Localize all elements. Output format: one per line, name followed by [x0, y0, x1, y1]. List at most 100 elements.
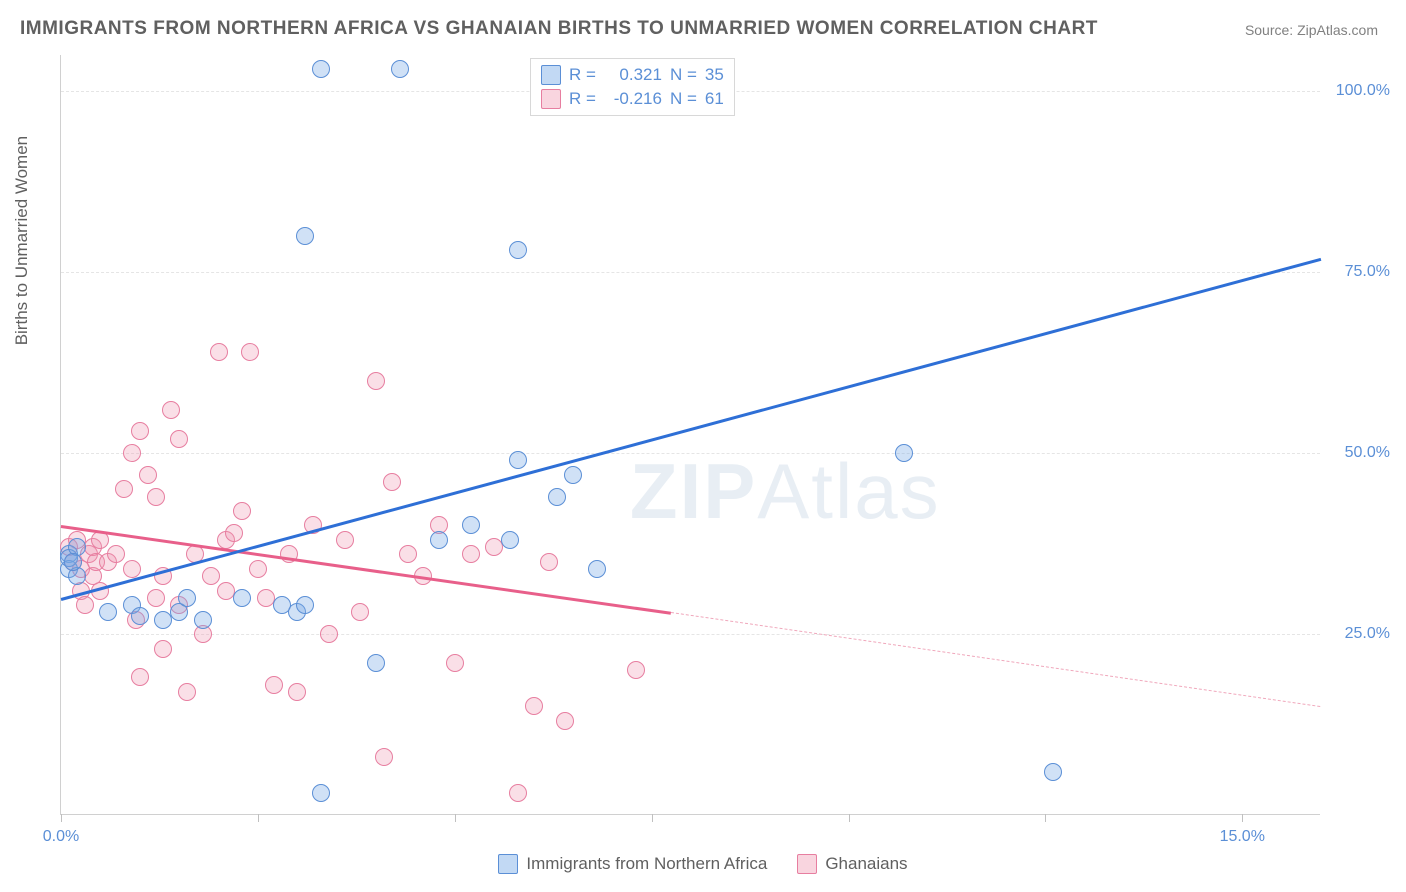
source-prefix: Source: — [1245, 22, 1297, 38]
data-point — [131, 668, 149, 686]
data-point — [99, 603, 117, 621]
swatch-pink-icon — [797, 854, 817, 874]
data-point — [312, 784, 330, 802]
data-point — [139, 466, 157, 484]
data-point — [178, 683, 196, 701]
data-point — [367, 654, 385, 672]
data-point — [351, 603, 369, 621]
xtick — [455, 814, 456, 822]
data-point — [525, 697, 543, 715]
data-point — [588, 560, 606, 578]
data-point — [501, 531, 519, 549]
bottom-legend: Immigrants from Northern Africa Ghanaian… — [0, 854, 1406, 874]
gridline — [61, 272, 1320, 273]
watermark-bold: ZIP — [630, 447, 757, 535]
data-point — [296, 596, 314, 614]
data-point — [233, 502, 251, 520]
ytick-label: 75.0% — [1345, 263, 1390, 281]
data-point — [320, 625, 338, 643]
xtick — [258, 814, 259, 822]
source-credit: Source: ZipAtlas.com — [1245, 22, 1378, 38]
xtick-label: 15.0% — [1220, 828, 1265, 846]
data-point — [383, 473, 401, 491]
n-label: N = — [670, 89, 697, 109]
gridline — [61, 453, 1320, 454]
data-point — [107, 545, 125, 563]
n-value-2: 61 — [705, 89, 724, 109]
trendline — [671, 612, 1321, 707]
r-label: R = — [569, 89, 596, 109]
legend-item-1[interactable]: Immigrants from Northern Africa — [498, 854, 767, 874]
data-point — [115, 480, 133, 498]
xtick — [1242, 814, 1243, 822]
data-point — [367, 372, 385, 390]
xtick — [61, 814, 62, 822]
ytick-label: 100.0% — [1336, 82, 1390, 100]
data-point — [548, 488, 566, 506]
watermark: ZIPAtlas — [630, 446, 941, 537]
data-point — [540, 553, 558, 571]
data-point — [249, 560, 267, 578]
data-point — [241, 343, 259, 361]
legend-label-2: Ghanaians — [825, 854, 907, 874]
data-point — [564, 466, 582, 484]
data-point — [170, 430, 188, 448]
data-point — [895, 444, 913, 462]
chart-container: IMMIGRANTS FROM NORTHERN AFRICA VS GHANA… — [0, 0, 1406, 892]
data-point — [123, 560, 141, 578]
r-value-2: -0.216 — [604, 89, 662, 109]
data-point — [288, 683, 306, 701]
data-point — [430, 531, 448, 549]
data-point — [131, 607, 149, 625]
data-point — [233, 589, 251, 607]
legend-label-1: Immigrants from Northern Africa — [526, 854, 767, 874]
xtick — [1045, 814, 1046, 822]
data-point — [210, 343, 228, 361]
xtick — [652, 814, 653, 822]
xtick-label: 0.0% — [43, 828, 79, 846]
data-point — [154, 640, 172, 658]
r-label: R = — [569, 65, 596, 85]
n-label: N = — [670, 65, 697, 85]
plot-area: ZIPAtlas 25.0%50.0%75.0%100.0%0.0%15.0% — [60, 55, 1320, 815]
chart-title: IMMIGRANTS FROM NORTHERN AFRICA VS GHANA… — [20, 18, 1098, 40]
data-point — [178, 589, 196, 607]
data-point — [446, 654, 464, 672]
data-point — [64, 553, 82, 571]
n-value-1: 35 — [705, 65, 724, 85]
data-point — [462, 545, 480, 563]
data-point — [225, 524, 243, 542]
data-point — [391, 60, 409, 78]
data-point — [123, 444, 141, 462]
swatch-blue-icon — [541, 65, 561, 85]
data-point — [76, 596, 94, 614]
data-point — [312, 60, 330, 78]
xtick — [849, 814, 850, 822]
data-point — [265, 676, 283, 694]
ytick-label: 50.0% — [1345, 444, 1390, 462]
data-point — [147, 488, 165, 506]
watermark-thin: Atlas — [757, 447, 940, 535]
data-point — [296, 227, 314, 245]
legend-item-2[interactable]: Ghanaians — [797, 854, 907, 874]
data-point — [627, 661, 645, 679]
data-point — [462, 516, 480, 534]
source-name[interactable]: ZipAtlas.com — [1297, 22, 1378, 38]
stats-row-series1: R = 0.321 N = 35 — [541, 63, 724, 87]
stats-row-series2: R = -0.216 N = 61 — [541, 87, 724, 111]
data-point — [509, 241, 527, 259]
data-point — [509, 451, 527, 469]
data-point — [336, 531, 354, 549]
ytick-label: 25.0% — [1345, 625, 1390, 643]
data-point — [399, 545, 417, 563]
data-point — [202, 567, 220, 585]
data-point — [131, 422, 149, 440]
trendline — [61, 258, 1322, 601]
data-point — [556, 712, 574, 730]
swatch-blue-icon — [498, 854, 518, 874]
stats-legend: R = 0.321 N = 35 R = -0.216 N = 61 — [530, 58, 735, 116]
data-point — [375, 748, 393, 766]
r-value-1: 0.321 — [604, 65, 662, 85]
y-axis-label: Births to Unmarried Women — [12, 136, 32, 345]
data-point — [194, 611, 212, 629]
